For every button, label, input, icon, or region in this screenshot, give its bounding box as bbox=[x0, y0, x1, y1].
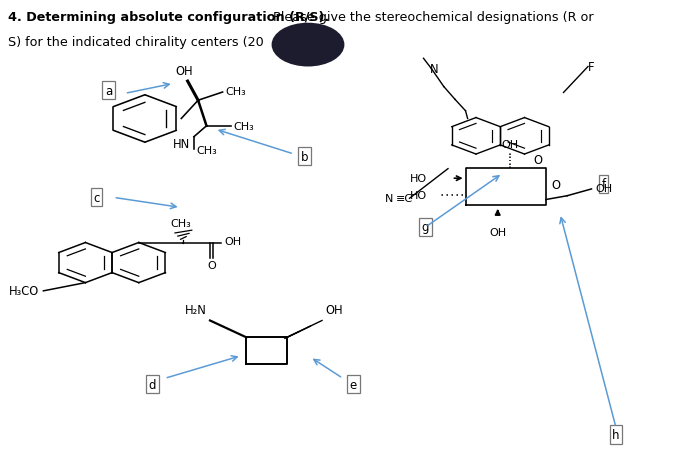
Text: F: F bbox=[588, 61, 594, 74]
Text: b: b bbox=[301, 151, 308, 163]
Text: d: d bbox=[149, 378, 156, 391]
Text: H₂N: H₂N bbox=[185, 303, 206, 316]
Text: OH: OH bbox=[501, 140, 518, 150]
Text: CH₃: CH₃ bbox=[225, 87, 246, 97]
Text: 4. Determining absolute configuration (R/S).: 4. Determining absolute configuration (R… bbox=[8, 11, 330, 25]
Text: H₃CO: H₃CO bbox=[8, 285, 38, 298]
Text: CH₃: CH₃ bbox=[170, 219, 191, 229]
Ellipse shape bbox=[272, 24, 344, 67]
Text: CH₃: CH₃ bbox=[233, 121, 254, 131]
Text: O: O bbox=[533, 154, 542, 167]
Text: O: O bbox=[552, 179, 561, 192]
Text: N: N bbox=[430, 63, 438, 76]
Text: ≡C: ≡C bbox=[395, 194, 412, 204]
Text: c: c bbox=[93, 192, 100, 204]
Text: e: e bbox=[350, 378, 357, 391]
Text: OH: OH bbox=[489, 228, 506, 238]
Text: O: O bbox=[207, 260, 216, 270]
Text: CH₃: CH₃ bbox=[196, 146, 217, 156]
Text: S) for the indicated chirality centers (20: S) for the indicated chirality centers (… bbox=[8, 36, 264, 50]
Text: OH: OH bbox=[224, 236, 241, 246]
Text: Please give the stereochemical designations (R or: Please give the stereochemical designati… bbox=[269, 11, 594, 25]
Text: OH: OH bbox=[326, 303, 343, 316]
Text: a: a bbox=[105, 85, 112, 97]
Text: OH: OH bbox=[595, 183, 612, 193]
Text: HN: HN bbox=[173, 137, 190, 151]
Text: f: f bbox=[601, 178, 606, 191]
Text: g: g bbox=[422, 221, 429, 234]
Text: HO: HO bbox=[410, 190, 427, 200]
Text: HO: HO bbox=[410, 174, 427, 184]
Text: OH: OH bbox=[175, 65, 193, 78]
Text: h: h bbox=[612, 428, 620, 441]
Text: N: N bbox=[385, 194, 393, 204]
